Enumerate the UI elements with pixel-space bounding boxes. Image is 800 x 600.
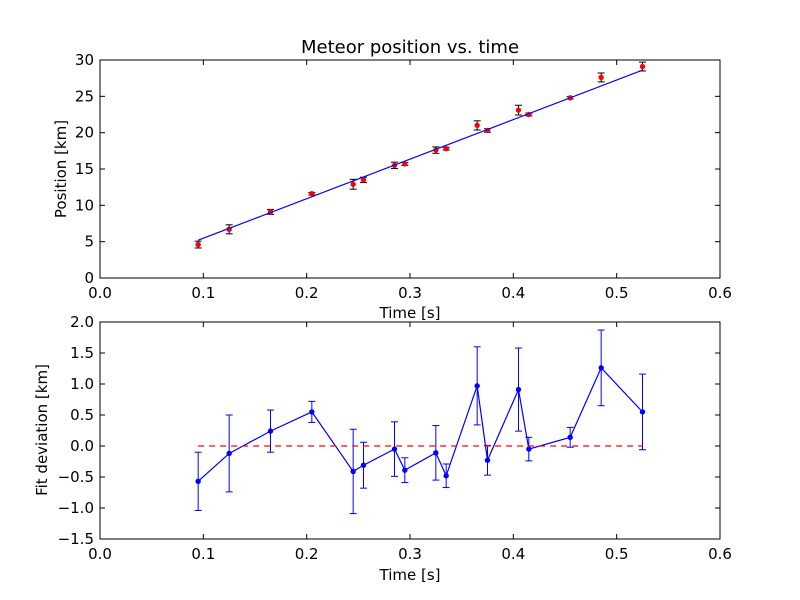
data-point xyxy=(402,161,408,167)
chart-title: Meteor position vs. time xyxy=(301,37,519,58)
data-point xyxy=(350,468,356,475)
data-point xyxy=(226,450,232,457)
y-axis-label: Fit deviation [km] xyxy=(33,364,51,496)
data-point xyxy=(195,241,201,248)
x-tick-label: 0.0 xyxy=(88,545,112,563)
y-tick-label: 1.0 xyxy=(70,375,94,393)
plot-area xyxy=(99,321,721,540)
data-point xyxy=(267,428,274,434)
data-point xyxy=(515,386,522,393)
x-tick-label: 0.3 xyxy=(398,545,422,563)
data-point xyxy=(639,63,646,70)
x-tick-label: 0.2 xyxy=(295,545,319,563)
data-point xyxy=(433,450,439,456)
data-point xyxy=(443,145,449,152)
data-point xyxy=(484,457,491,463)
data-point xyxy=(309,409,315,415)
x-tick-label: 0.1 xyxy=(191,284,215,302)
x-axis-label: Time [s] xyxy=(379,566,441,584)
x-tick-label: 0.1 xyxy=(191,545,215,563)
marks xyxy=(194,61,646,249)
y-tick-label: 2.0 xyxy=(70,313,94,331)
y-tick-label: 0 xyxy=(84,269,94,287)
y-tick-label: 20 xyxy=(75,124,94,142)
x-tick-label: 0.6 xyxy=(708,284,732,302)
y-tick-label: 15 xyxy=(75,160,94,178)
ticks: 0.0 0.1 0.2 0.3 0.4 0.5 0.6 0 5 10 15 20 25 30 xyxy=(75,51,732,302)
x-tick-label: 0.4 xyxy=(501,284,525,302)
data-point xyxy=(639,409,646,415)
y-tick-label: −1.5 xyxy=(58,530,94,548)
x-tick-label: 0.2 xyxy=(295,284,319,302)
x-tick-label: 0.4 xyxy=(501,545,525,563)
y-tick-label: −1.0 xyxy=(58,499,94,517)
data-point xyxy=(526,446,532,452)
data-point xyxy=(391,446,398,452)
ticks: 0.0 0.1 0.2 0.3 0.4 0.5 0.6 −1.5 −1.0 −0.5 0.0 0.5 1… xyxy=(58,313,732,563)
y-tick-label: 0.5 xyxy=(70,406,94,424)
data-point xyxy=(350,181,356,187)
data-point xyxy=(402,467,408,473)
marks xyxy=(194,329,646,515)
y-tick-label: 0.0 xyxy=(70,437,94,455)
data-point xyxy=(443,473,449,479)
y-tick-label: −0.5 xyxy=(58,468,94,486)
y-tick-label: 30 xyxy=(75,51,94,69)
y-tick-label: 5 xyxy=(84,233,94,251)
x-tick-label: 0.3 xyxy=(398,284,422,302)
x-tick-label: 0.5 xyxy=(605,545,629,563)
plot-area xyxy=(99,59,721,279)
data-point xyxy=(515,107,522,113)
x-axis-label: Time [s] xyxy=(379,304,441,322)
x-tick-label: 0.6 xyxy=(708,545,732,563)
data-point xyxy=(474,383,480,389)
data-point xyxy=(360,462,367,468)
data-point xyxy=(195,478,201,485)
y-tick-label: 25 xyxy=(75,87,94,105)
residual-chart: 0.0 0.1 0.2 0.3 0.4 0.5 0.6 −1.5 −1.0 −0.5 0.0 0.5 1… xyxy=(33,313,732,584)
data-point xyxy=(567,434,573,441)
y-tick-label: 1.5 xyxy=(70,344,94,362)
data-point xyxy=(598,74,604,81)
x-tick-label: 0.0 xyxy=(88,284,112,302)
position-chart: Meteor position vs. time 0.0 0.1 0.2 0.3 0.4… xyxy=(52,37,732,322)
y-axis-label: Position [km] xyxy=(52,120,70,218)
data-point xyxy=(474,122,480,129)
data-point xyxy=(598,365,604,371)
y-tick-label: 10 xyxy=(75,196,94,214)
data-point xyxy=(360,177,367,183)
x-tick-label: 0.5 xyxy=(605,284,629,302)
fit-line xyxy=(197,69,643,241)
data-point xyxy=(309,191,315,197)
